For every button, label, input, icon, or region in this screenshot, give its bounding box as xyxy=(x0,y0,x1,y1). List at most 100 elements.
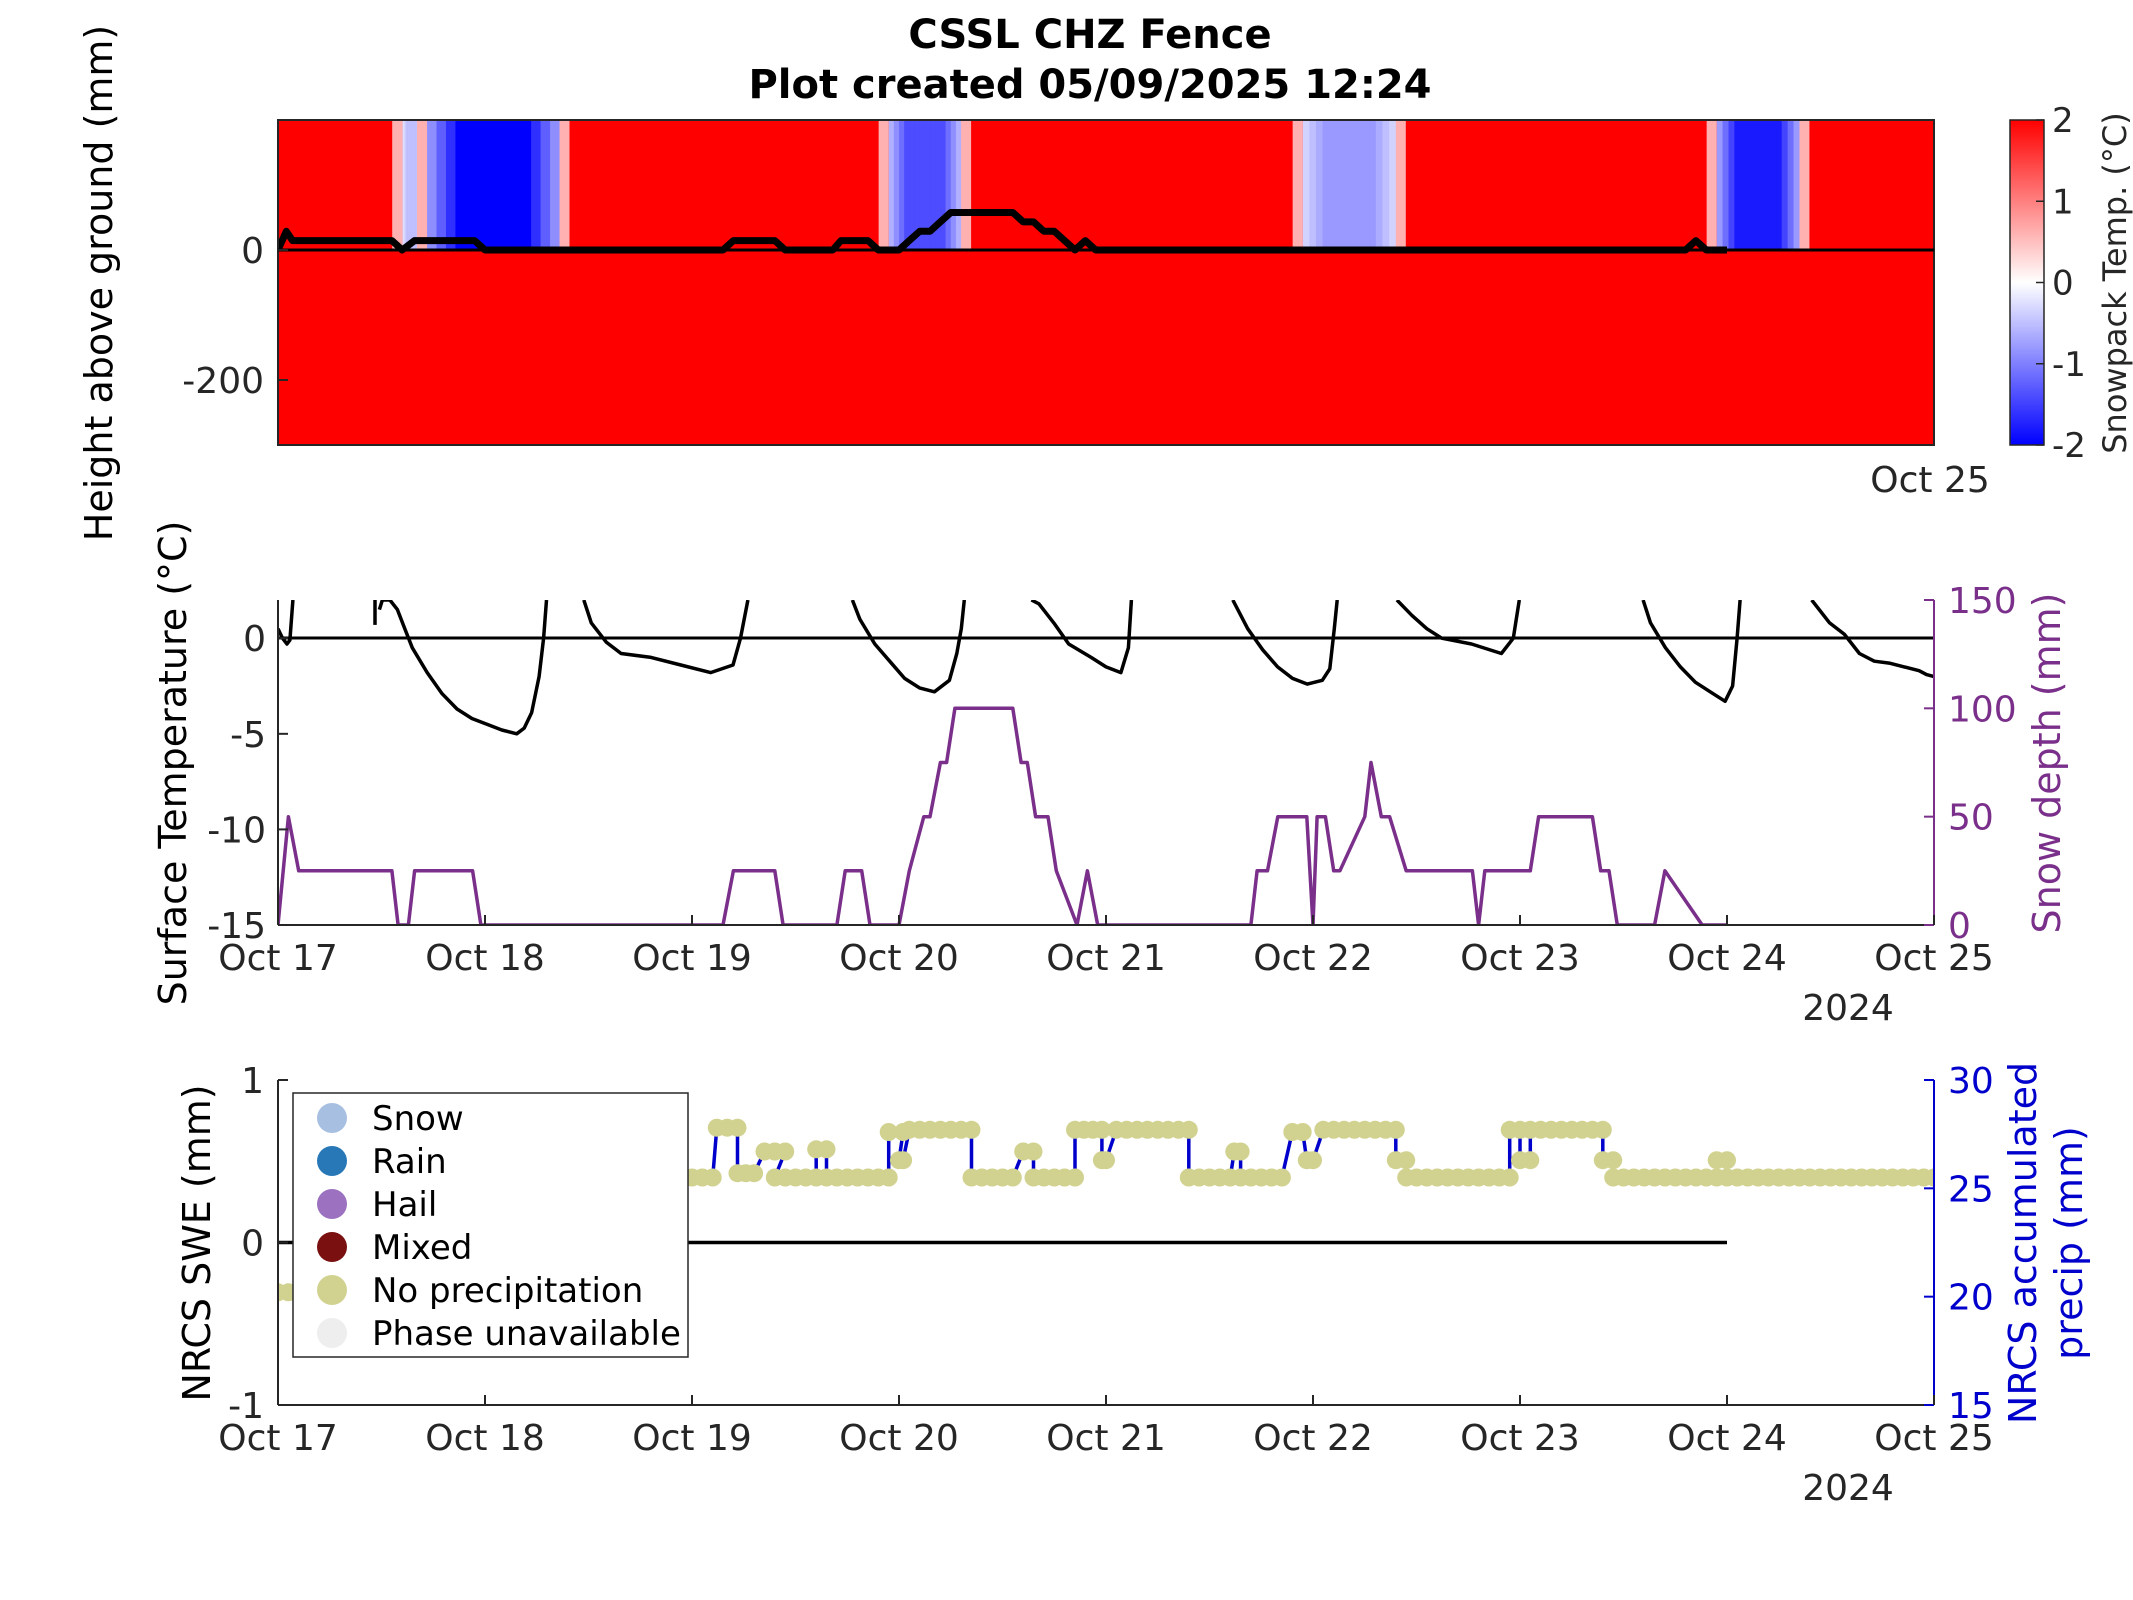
surface-temp-line xyxy=(278,600,295,646)
top-panel-heatmap: 0 -200 Height above ground (mm) Oct 25 xyxy=(77,25,1990,542)
bot-ytick-label: 0 xyxy=(241,1224,264,1265)
heatmap-fringe-cell xyxy=(1292,120,1303,250)
bot-xtick-label: Oct 25 xyxy=(1874,1418,1994,1459)
heatmap-cold-cell xyxy=(464,120,475,250)
precip-phase-dot xyxy=(1003,1168,1022,1187)
legend-label: Hail xyxy=(372,1185,437,1225)
heatmap-fringe-cell xyxy=(1799,120,1810,250)
chart-subtitle: Plot created 05/09/2025 12:24 xyxy=(748,62,1431,108)
heatmap-cells xyxy=(278,120,1934,445)
precip-phase-dot xyxy=(1521,1151,1540,1170)
heatmap-cold-cell xyxy=(1740,120,1747,250)
bot-y2label-line2: precip (mm) xyxy=(2047,1126,2091,1360)
bot-xtick-label: Oct 18 xyxy=(425,1418,545,1459)
heatmap-cold-cell xyxy=(404,120,407,250)
precip-phase-dot xyxy=(776,1142,795,1161)
mid-ylabel: Surface Temperature (°C) xyxy=(151,521,195,1006)
precip-phase-dot xyxy=(1500,1168,1519,1187)
heatmap-fringe-cell xyxy=(392,120,403,250)
mid-xtick-label: Oct 20 xyxy=(839,938,959,979)
top-plot-frame xyxy=(277,119,1935,446)
heatmap-cold-cell xyxy=(1349,120,1357,250)
bot-xtick-label: Oct 19 xyxy=(632,1418,752,1459)
mid-y2tick-label: 50 xyxy=(1948,798,1994,839)
mid-xtick-label: Oct 18 xyxy=(425,938,545,979)
precip-phase-dot xyxy=(1092,1120,1111,1139)
surface-temp-line xyxy=(382,600,549,736)
heatmap-cold-cell xyxy=(1329,120,1337,250)
bot-xtick-label: Oct 23 xyxy=(1460,1418,1580,1459)
heatmap-cold-cell xyxy=(945,120,952,250)
heatmap-cold-cell xyxy=(1716,120,1724,250)
heatmap-cold-cell xyxy=(1769,120,1777,250)
mid-ytick-label: -15 xyxy=(207,906,266,947)
heatmap-cold-cell xyxy=(899,120,905,250)
heatmap-cold-cell xyxy=(512,120,523,250)
precip-phase-dot xyxy=(1304,1151,1322,1170)
middle-series xyxy=(278,600,1934,925)
heatmap-cold-cell xyxy=(1746,120,1753,250)
bot-ytick-label: 1 xyxy=(241,1061,264,1102)
heatmap-cold-cell xyxy=(1734,120,1741,250)
mid-xtick-label: Oct 22 xyxy=(1253,938,1373,979)
precip-phase-dot xyxy=(894,1151,913,1170)
chart-title: CSSL CHZ Fence xyxy=(908,12,1271,58)
heatmap-cold-cell xyxy=(914,120,921,250)
snow-depth-profile-line xyxy=(278,209,1727,254)
heatmap-fringe-cell xyxy=(878,120,889,250)
legend-label: Phase unavailable xyxy=(372,1314,681,1354)
heatmap-cold-cell xyxy=(1781,120,1789,250)
legend-marker xyxy=(317,1318,347,1348)
heatmap-cold-cell xyxy=(550,120,561,250)
precip-phase-dot xyxy=(817,1140,836,1159)
heatmap-cold-cell xyxy=(1369,120,1377,250)
heatmap-cold-cell xyxy=(414,120,417,250)
heatmap-cold-cell xyxy=(411,120,414,250)
precip-phase-dot xyxy=(879,1168,898,1187)
top-ylabel: Height above ground (mm) xyxy=(77,25,121,542)
mid-xtick-label: Oct 21 xyxy=(1046,938,1166,979)
mid-xtick-label: Oct 23 xyxy=(1460,938,1580,979)
heatmap-cold-cell xyxy=(445,120,457,250)
heatmap-cold-cell xyxy=(1775,120,1783,250)
bot-ylabel: NRCS SWE (mm) xyxy=(175,1084,219,1401)
precip-phase-dot xyxy=(1386,1120,1405,1139)
bot-y2tick-label: 25 xyxy=(1948,1169,1994,1210)
precip-phase-dot xyxy=(1925,1168,1934,1187)
mid-year-label: 2024 xyxy=(1802,988,1894,1029)
mid-xtick-label: Oct 24 xyxy=(1667,938,1787,979)
heatmap-cold-cell xyxy=(1382,120,1390,250)
bottom-panel-scatter: 1 0 -1 30 25 20 15 Oct 17 Oct 18 Oct 19 Oct 20 Oct … xyxy=(175,1061,2091,1509)
heatmap-cold-cell xyxy=(474,120,485,250)
heatmap-cold-cell xyxy=(521,120,532,250)
precip-phase-dot xyxy=(1293,1123,1312,1141)
mid-xtick-label: Oct 25 xyxy=(1874,938,1994,979)
precip-phase-dot xyxy=(703,1168,722,1187)
legend-marker xyxy=(317,1146,347,1176)
heatmap-cold-cell xyxy=(402,120,405,250)
precip-phase-dot xyxy=(1718,1151,1736,1170)
bot-xtick-label: Oct 24 xyxy=(1667,1418,1787,1459)
colorbar: 2 1 0 -1 -2 Snowpack Temp. (°C) xyxy=(2009,101,2133,466)
heatmap-cold-cell xyxy=(483,120,494,250)
heatmap-cold-cell xyxy=(415,120,418,250)
top-ytick-label: 0 xyxy=(241,231,264,272)
bot-y2tick-label: 20 xyxy=(1948,1278,1994,1319)
surface-temp-line xyxy=(1030,600,1134,675)
precip-phase-dot xyxy=(1272,1168,1291,1187)
heatmap-cold-cell xyxy=(1335,120,1344,250)
mid-ytick-label: -5 xyxy=(230,715,266,756)
heatmap-cold-cell xyxy=(406,120,409,250)
surface-temp-line xyxy=(582,600,750,675)
bot-xtick-label: Oct 22 xyxy=(1253,1418,1373,1459)
heatmap-cold-cell xyxy=(930,120,936,250)
heatmap-cold-cell xyxy=(935,120,941,250)
heatmap-cold-cell xyxy=(940,120,947,250)
heatmap-cold-cell xyxy=(502,120,513,250)
bot-xtick-label: Oct 17 xyxy=(218,1418,338,1459)
legend-marker xyxy=(317,1103,347,1133)
top-yaxis-ticks: 0 -200 xyxy=(182,231,288,402)
bot-y2tick-label: 30 xyxy=(1948,1061,1994,1102)
